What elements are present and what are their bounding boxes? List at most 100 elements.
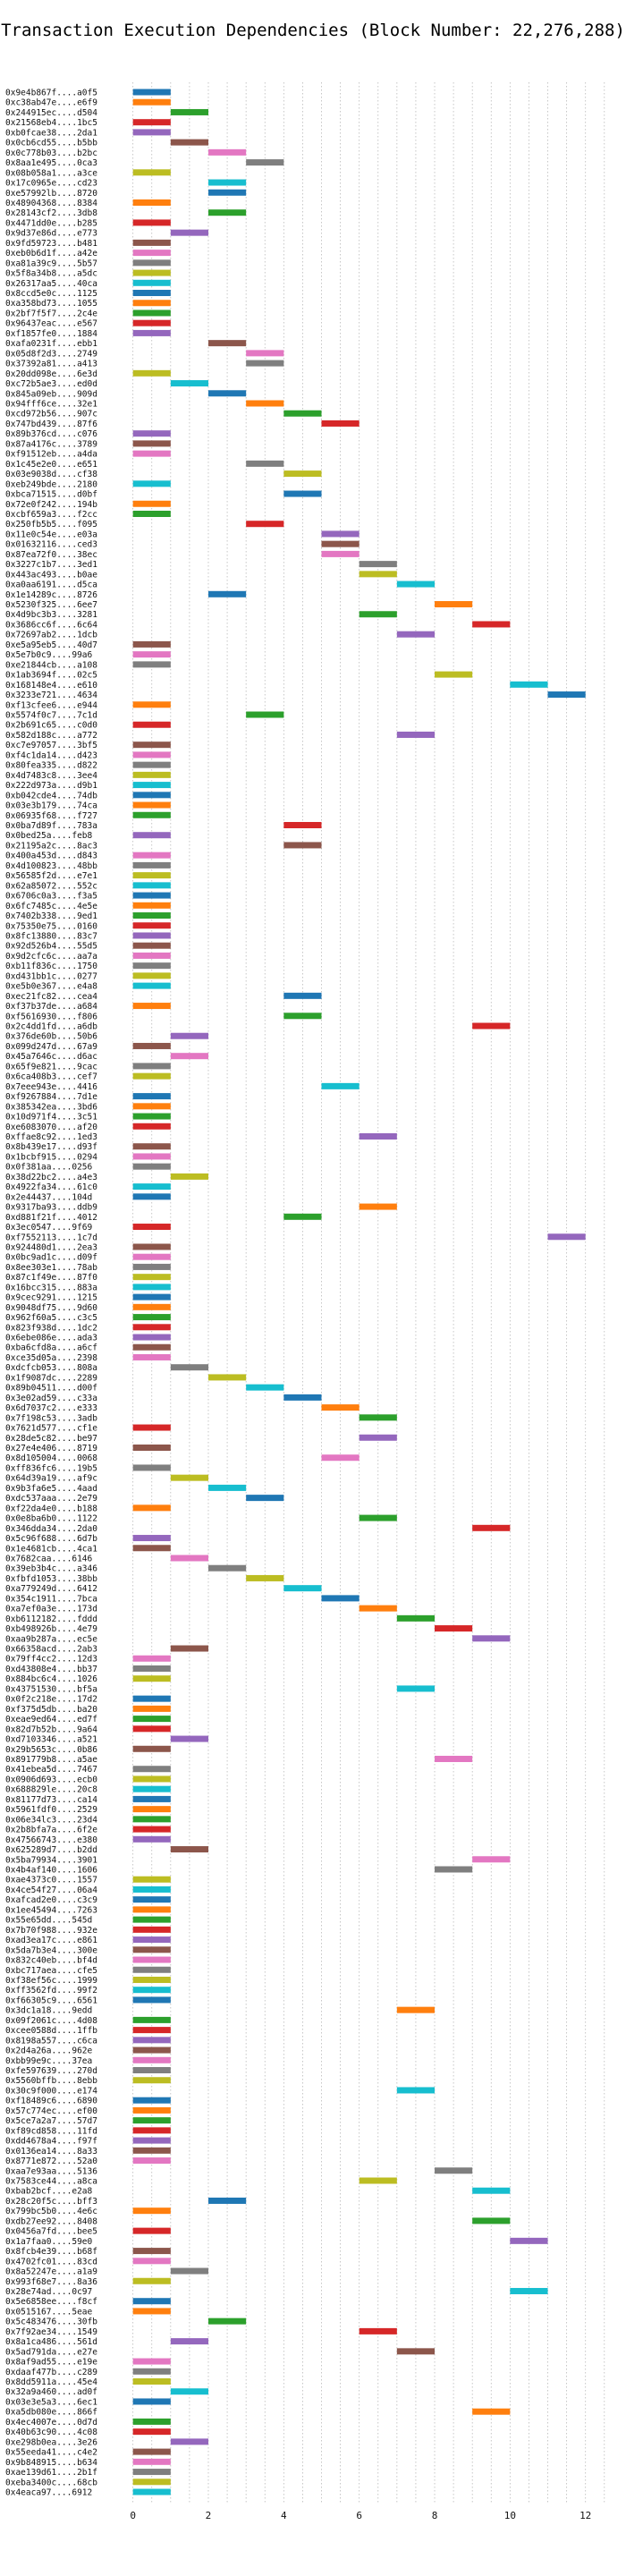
row-label: 0x5574f0c7....7c1d [5, 711, 97, 721]
row-label: 0x2c4dd1fd....a6db [5, 1022, 97, 1032]
row-label: 0xe5a95eb5....40d7 [5, 640, 97, 650]
dependency-bar [132, 1906, 171, 1913]
dependency-bar [132, 832, 171, 839]
dependency-bar [170, 1735, 208, 1742]
row-label: 0x40b63c90....4c08 [5, 2428, 97, 2437]
row-label: 0x7b70f988....932e [5, 1926, 97, 1936]
row-label: 0xff836fc6....19b5 [5, 1463, 97, 1473]
row-label: 0x8af9ad55....e19e [5, 2358, 97, 2368]
dependency-bar [321, 550, 360, 557]
dependency-bar [359, 2327, 397, 2334]
dependency-bar [132, 1243, 171, 1250]
row-label: 0x09f2061c....4d08 [5, 2016, 97, 2026]
row-label: 0xeba3400c....68cb [5, 2478, 97, 2487]
dependency-bar [132, 1535, 171, 1542]
row-label: 0x66358acd....2ab3 [5, 1645, 97, 1655]
row-label: 0xf66305c9....6561 [5, 1996, 97, 2005]
row-label: 0x06e34lc3....23d4 [5, 1815, 97, 1825]
dependency-bar [132, 1153, 171, 1160]
row-label: 0x41ebea5d....7467 [5, 1765, 97, 1775]
dependency-bar [132, 309, 171, 317]
dependency-bar [132, 1253, 171, 1260]
dependency-bar [132, 199, 171, 206]
row-label: 0x5c96f688....6d7b [5, 1534, 97, 1544]
dependency-bar [132, 1956, 171, 1963]
row-label: 0x39eb3b4c....a346 [5, 1564, 97, 1574]
row-label: 0x8198a557....c6ca [5, 2036, 97, 2046]
row-label: 0x5ad791da....e27e [5, 2347, 97, 2357]
row-label: 0x0515167....5eae [5, 2307, 93, 2317]
dependency-bar [510, 681, 548, 688]
row-label: 0x832c40eb....bf4d [5, 1956, 97, 1966]
dependency-bar [435, 601, 473, 608]
row-label: 0xf37b37de....a684 [5, 1002, 97, 1012]
dependency-bar [132, 1705, 171, 1712]
row-label: 0x7682caa....6146 [5, 1554, 93, 1563]
dependency-bar [132, 1003, 171, 1010]
row-label: 0x8b439e17....d93f [5, 1142, 97, 1152]
dependency-bar [359, 1434, 397, 1441]
row-label: 0x0ba7d89f....783a [5, 821, 97, 831]
row-label: 0x96437eac....e567 [5, 319, 97, 329]
row-label: 0x82d7b52b....9a64 [5, 1724, 97, 1734]
row-label: 0x9fd59723....b481 [5, 239, 97, 249]
x-tick-label: 8 [432, 2510, 438, 2521]
row-label: 0x20dd098e....6e3d [5, 369, 97, 379]
dependency-bar [170, 2388, 208, 2395]
dependency-bar [132, 1655, 171, 1662]
dependency-bar [170, 2438, 208, 2445]
dependency-bar [132, 1123, 171, 1130]
dependency-bar [132, 2097, 171, 2104]
dependency-bar [132, 329, 171, 336]
dependency-bar [396, 2087, 436, 2094]
dependency-bar [207, 1484, 247, 1491]
dependency-bar [246, 360, 284, 367]
row-label: 0xdb27ee92....8408 [5, 2216, 97, 2226]
row-label: 0xcbf659a3....f2cc [5, 510, 97, 520]
row-label: 0x688829le....20c8 [5, 1785, 97, 1795]
row-label: 0xb6112182....fddd [5, 1614, 97, 1624]
dependency-bar [132, 1353, 171, 1360]
dependency-bar [132, 721, 171, 728]
row-label: 0x6ca408b3....cef7 [5, 1072, 97, 1082]
dependency-bar [132, 1113, 171, 1120]
row-label: 0x92d526b4....55d5 [5, 942, 97, 952]
row-label: 0x05d8f2d3....2749 [5, 349, 97, 359]
dependency-bar [132, 1785, 171, 1792]
dependency-bar [132, 2056, 171, 2063]
dependency-bar [132, 2398, 171, 2405]
dependency-bar [246, 1495, 284, 1502]
dependency-bar [207, 2318, 247, 2325]
dependency-bar [132, 1293, 171, 1301]
dependency-bar [132, 811, 171, 818]
row-label: 0x1ee45494....7263 [5, 1905, 97, 1915]
row-label: 0x8fc13880....83c7 [5, 931, 97, 941]
dependency-bar [321, 1595, 360, 1602]
row-label: 0x1e14289c....8726 [5, 590, 97, 600]
row-label: 0x582d188c....a772 [5, 731, 97, 741]
row-label: 0x55eeda41....c4e2 [5, 2448, 97, 2458]
row-label: 0xf4c1da14....d423 [5, 750, 97, 760]
dependency-bar [472, 1022, 511, 1030]
row-label: 0xd431bb1c....0277 [5, 971, 97, 981]
dependency-bar [132, 1343, 171, 1351]
dependency-bar [132, 922, 171, 929]
row-label: 0xa779249d....6412 [5, 1584, 97, 1594]
dependency-bar [132, 771, 171, 778]
dependency-bar [359, 611, 397, 618]
row-label: 0xdc537aaa....2e79 [5, 1494, 97, 1504]
row-label: 0x56585f2d....e7e1 [5, 871, 97, 881]
row-label: 0x9b3fa6e5....4aad [5, 1484, 97, 1494]
dependency-bar [472, 621, 511, 628]
dependency-bar [132, 1263, 171, 1270]
row-label: 0x6fc7485c....4e5e [5, 902, 97, 911]
dependency-bar [132, 430, 171, 437]
row-label: 0x625289d7....b2dd [5, 1845, 97, 1855]
row-label: 0x6d7037c2....e333 [5, 1403, 97, 1413]
dependency-bar [132, 1314, 171, 1321]
x-tick-label: 2 [206, 2510, 212, 2521]
dependency-bar [132, 2207, 171, 2215]
dependency-bar [132, 1303, 171, 1310]
row-label: 0x2e44437....104d [5, 1192, 92, 1202]
